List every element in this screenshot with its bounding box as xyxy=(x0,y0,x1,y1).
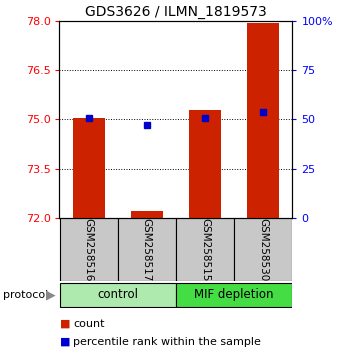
Bar xyxy=(176,218,234,281)
Bar xyxy=(60,283,176,307)
Text: MIF depletion: MIF depletion xyxy=(194,288,274,301)
Bar xyxy=(234,218,292,281)
Text: protocol: protocol xyxy=(3,290,49,299)
Bar xyxy=(176,283,292,307)
Bar xyxy=(60,218,118,281)
Text: control: control xyxy=(97,288,138,301)
Text: count: count xyxy=(73,319,105,329)
Text: GSM258517: GSM258517 xyxy=(142,218,152,281)
Bar xyxy=(189,110,221,218)
Text: percentile rank within the sample: percentile rank within the sample xyxy=(73,337,261,347)
Text: ■: ■ xyxy=(59,337,70,347)
Bar xyxy=(73,118,105,218)
Text: GSM258515: GSM258515 xyxy=(200,218,210,281)
Text: GSM258530: GSM258530 xyxy=(258,218,268,281)
Bar xyxy=(118,218,176,281)
Bar xyxy=(247,23,279,218)
Title: GDS3626 / ILMN_1819573: GDS3626 / ILMN_1819573 xyxy=(85,5,267,19)
Bar xyxy=(131,211,163,218)
Text: ■: ■ xyxy=(59,319,70,329)
Text: ▶: ▶ xyxy=(46,288,55,301)
Text: GSM258516: GSM258516 xyxy=(84,218,94,281)
